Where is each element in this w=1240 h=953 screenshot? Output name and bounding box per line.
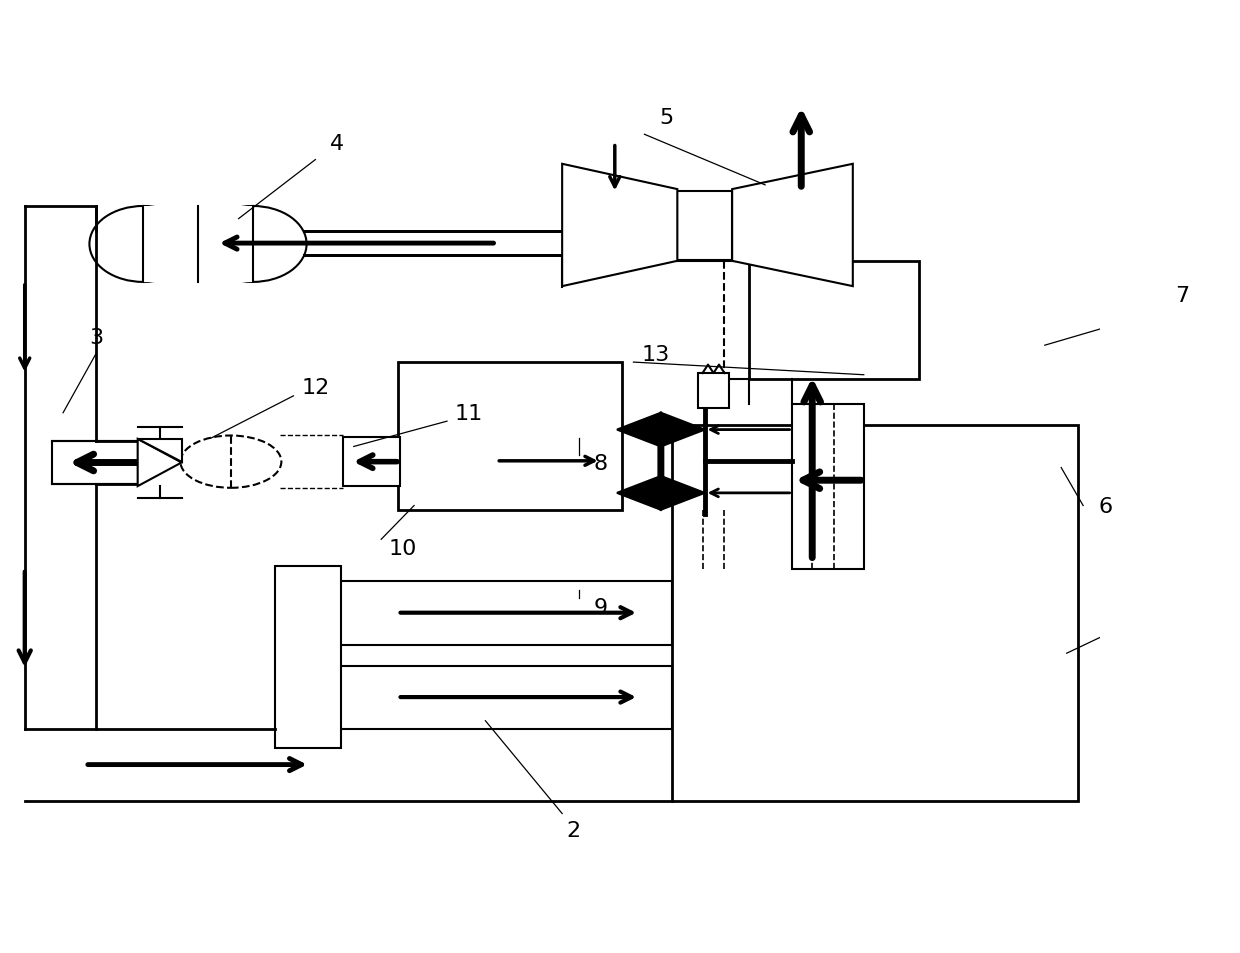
Bar xyxy=(52,441,138,485)
Bar xyxy=(275,567,341,748)
Polygon shape xyxy=(618,414,661,447)
Text: 3: 3 xyxy=(89,328,103,348)
Polygon shape xyxy=(618,476,661,510)
Polygon shape xyxy=(661,414,704,447)
Text: 11: 11 xyxy=(455,403,484,423)
Polygon shape xyxy=(562,165,677,287)
Bar xyxy=(749,261,919,379)
Text: 9: 9 xyxy=(594,598,608,618)
Text: 13: 13 xyxy=(641,344,670,364)
Text: 4: 4 xyxy=(330,133,345,153)
Polygon shape xyxy=(732,165,853,287)
Bar xyxy=(698,374,729,409)
Text: 12: 12 xyxy=(301,378,330,398)
Polygon shape xyxy=(138,439,181,463)
Text: 5: 5 xyxy=(660,109,673,129)
Text: 8: 8 xyxy=(594,454,608,474)
Polygon shape xyxy=(661,476,704,510)
Bar xyxy=(337,582,672,645)
Polygon shape xyxy=(138,439,181,487)
Bar xyxy=(672,426,1078,801)
Text: 6: 6 xyxy=(1097,496,1112,516)
Ellipse shape xyxy=(89,207,197,283)
Bar xyxy=(337,666,672,729)
Bar xyxy=(143,207,253,283)
Text: 7: 7 xyxy=(1174,285,1189,305)
Bar xyxy=(792,405,864,569)
Bar xyxy=(677,192,732,261)
Bar xyxy=(398,363,622,510)
Bar xyxy=(342,437,399,487)
Text: 2: 2 xyxy=(565,821,580,841)
Ellipse shape xyxy=(200,207,306,283)
Text: 10: 10 xyxy=(389,538,418,558)
